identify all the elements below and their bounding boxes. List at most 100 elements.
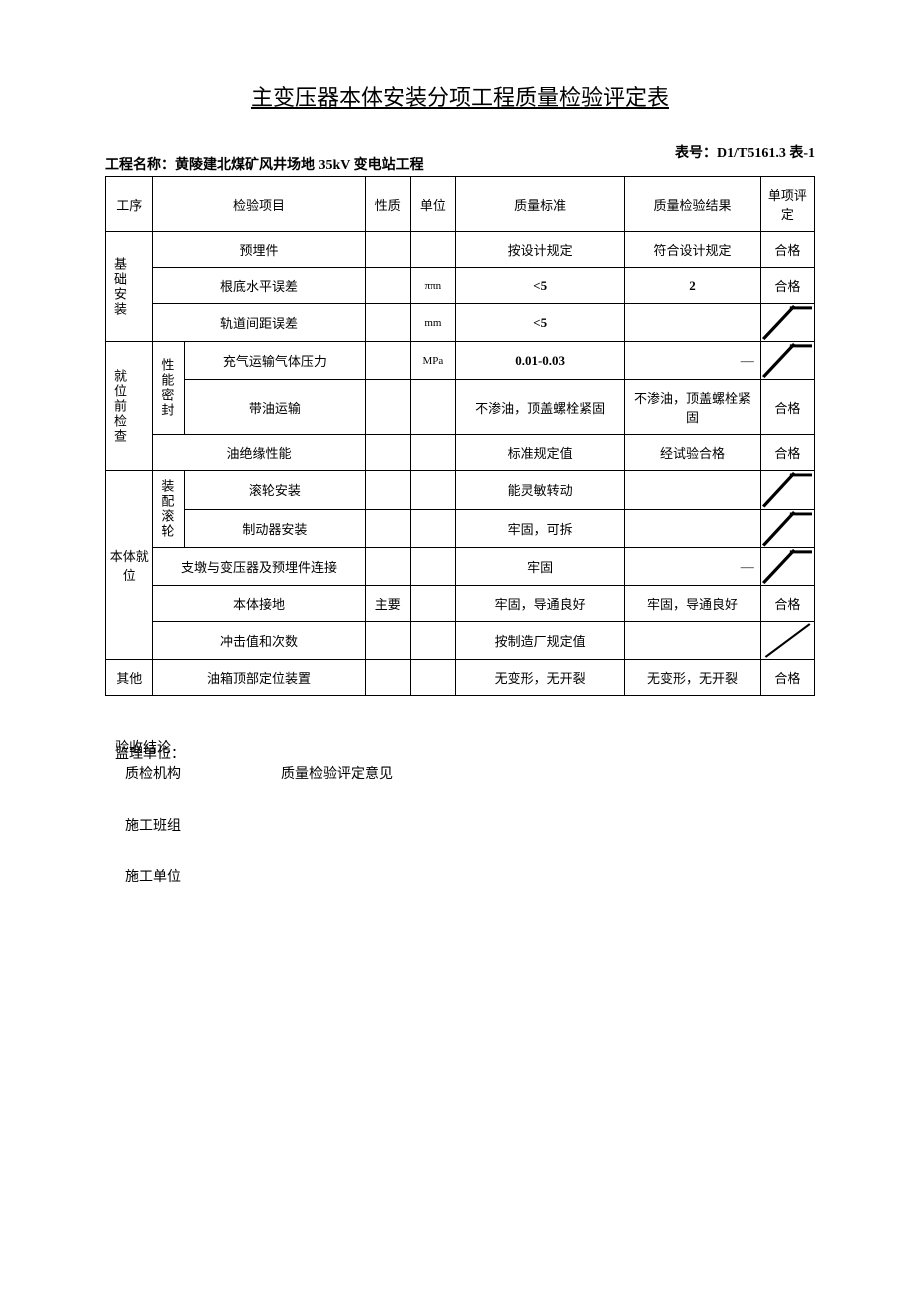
- footer-qc-row: 质检机构 质量检验评定意见: [105, 765, 815, 785]
- cell-result: —: [625, 342, 760, 380]
- header-standard: 质量标准: [455, 177, 624, 232]
- cell-nature: [365, 622, 410, 660]
- cell-verdict-slash: [760, 304, 814, 342]
- cell-standard: 按设计规定: [455, 232, 624, 268]
- cell-result: [625, 622, 760, 660]
- cell-nature: 主要: [365, 586, 410, 622]
- cell-unit: [410, 622, 455, 660]
- table-row: 冲击值和次数 按制造厂规定值: [106, 622, 815, 660]
- cell-result: —: [625, 548, 760, 586]
- cell-standard: 牢固，导通良好: [455, 586, 624, 622]
- header-procedure: 工序: [106, 177, 153, 232]
- group-seal: 性能密封: [157, 358, 176, 418]
- cell-nature: [365, 435, 410, 471]
- footer-opinion: 质量检验评定意见: [281, 765, 393, 785]
- footer-unit: 施工单位: [105, 868, 815, 888]
- table-row: 支墩与变压器及预埋件连接 牢固 —: [106, 548, 815, 586]
- cell-item: 滚轮安装: [185, 471, 366, 510]
- header-unit: 单位: [410, 177, 455, 232]
- cell-item: 带油运输: [185, 380, 366, 435]
- footer-qc-org: 质检机构: [125, 765, 181, 785]
- table-row: 油绝缘性能 标准规定值 经试验合格 合格: [106, 435, 815, 471]
- cell-nature: [365, 268, 410, 304]
- cell-result: [625, 304, 760, 342]
- footer-conclusion: 验收结论: [115, 739, 171, 759]
- group-body-position: 本体就位: [106, 471, 153, 660]
- cell-unit: [410, 435, 455, 471]
- cell-verdict: 合格: [760, 586, 814, 622]
- table-row: 本体接地 主要 牢固，导通良好 牢固，导通良好 合格: [106, 586, 815, 622]
- cell-item: 制动器安装: [185, 509, 366, 548]
- cell-result: [625, 471, 760, 510]
- cell-unit: [410, 586, 455, 622]
- group-foundation: 基础安装: [110, 257, 129, 317]
- header-result: 质量检验结果: [625, 177, 760, 232]
- cell-item: 油箱顶部定位装置: [153, 660, 365, 696]
- cell-unit: [410, 548, 455, 586]
- cell-nature: [365, 660, 410, 696]
- cell-verdict: 合格: [760, 380, 814, 435]
- cell-result: 符合设计规定: [625, 232, 760, 268]
- cell-nature: [365, 380, 410, 435]
- cell-item: 冲击值和次数: [153, 622, 365, 660]
- cell-verdict: 合格: [760, 268, 814, 304]
- cell-nature: [365, 471, 410, 510]
- cell-standard: 标准规定值: [455, 435, 624, 471]
- cell-item: 预埋件: [153, 232, 365, 268]
- cell-unit: [410, 380, 455, 435]
- cell-nature: [365, 342, 410, 380]
- cell-standard: 0.01-0.03: [455, 342, 624, 380]
- cell-standard: 按制造厂规定值: [455, 622, 624, 660]
- cell-result: [625, 509, 760, 548]
- cell-standard: <5: [455, 304, 624, 342]
- group-other: 其他: [106, 660, 153, 696]
- cell-nature: [365, 304, 410, 342]
- header-verdict: 单项评定: [760, 177, 814, 232]
- group-preposition: 就位前检查: [110, 369, 129, 444]
- footer-team: 施工班组: [105, 817, 815, 837]
- cell-verdict-slash: [760, 471, 814, 510]
- cell-standard: 牢固: [455, 548, 624, 586]
- cell-unit: mm: [410, 304, 455, 342]
- table-row: 就位前检查 性能密封 充气运输气体压力 MPa 0.01-0.03 —: [106, 342, 815, 380]
- cell-standard: 能灵敏转动: [455, 471, 624, 510]
- table-row: 本体就位 装配滚轮 滚轮安装 能灵敏转动: [106, 471, 815, 510]
- footer-overlap: 监理单位： 验收结论: [105, 741, 815, 761]
- table-row: 基础安装 预埋件 按设计规定 符合设计规定 合格: [106, 232, 815, 268]
- cell-unit: [410, 471, 455, 510]
- inspection-table: 工序 检验项目 性质 单位 质量标准 质量检验结果 单项评定 基础安装 预埋件 …: [105, 176, 815, 696]
- cell-item: 轨道间距误差: [153, 304, 365, 342]
- cell-unit: [410, 509, 455, 548]
- cell-result: 无变形，无开裂: [625, 660, 760, 696]
- cell-unit: [410, 660, 455, 696]
- table-header-row: 工序 检验项目 性质 单位 质量标准 质量检验结果 单项评定: [106, 177, 815, 232]
- cell-result: 经试验合格: [625, 435, 760, 471]
- cell-result: 不渗油，顶盖螺栓紧固: [625, 380, 760, 435]
- cell-unit: ππn: [410, 268, 455, 304]
- table-row: 轨道间距误差 mm <5: [106, 304, 815, 342]
- cell-verdict: 合格: [760, 435, 814, 471]
- cell-result: 牢固，导通良好: [625, 586, 760, 622]
- cell-item: 油绝缘性能: [153, 435, 365, 471]
- cell-verdict-slash: [760, 548, 814, 586]
- group-roller: 装配滚轮: [157, 479, 176, 539]
- cell-nature: [365, 232, 410, 268]
- table-row: 根底水平误差 ππn <5 2 合格: [106, 268, 815, 304]
- header-row: 工程名称：黄陵建北煤矿风井场地 35kV 变电站工程 表号：D1/T5161.3…: [105, 142, 815, 174]
- cell-verdict-slash: [760, 509, 814, 548]
- cell-item: 充气运输气体压力: [185, 342, 366, 380]
- cell-item: 根底水平误差: [153, 268, 365, 304]
- cell-verdict: 合格: [760, 232, 814, 268]
- cell-item: 支墩与变压器及预埋件连接: [153, 548, 365, 586]
- table-row: 带油运输 不渗油，顶盖螺栓紧固 不渗油，顶盖螺栓紧固 合格: [106, 380, 815, 435]
- footer-section: 监理单位： 验收结论 质检机构 质量检验评定意见 施工班组 施工单位: [105, 741, 815, 888]
- page-title: 主变压器本体安装分项工程质量检验评定表: [105, 80, 815, 112]
- header-nature: 性质: [365, 177, 410, 232]
- cell-unit: [410, 232, 455, 268]
- cell-result: 2: [625, 268, 760, 304]
- cell-item: 本体接地: [153, 586, 365, 622]
- table-row: 其他 油箱顶部定位装置 无变形，无开裂 无变形，无开裂 合格: [106, 660, 815, 696]
- cell-standard: 无变形，无开裂: [455, 660, 624, 696]
- cell-unit: MPa: [410, 342, 455, 380]
- cell-nature: [365, 548, 410, 586]
